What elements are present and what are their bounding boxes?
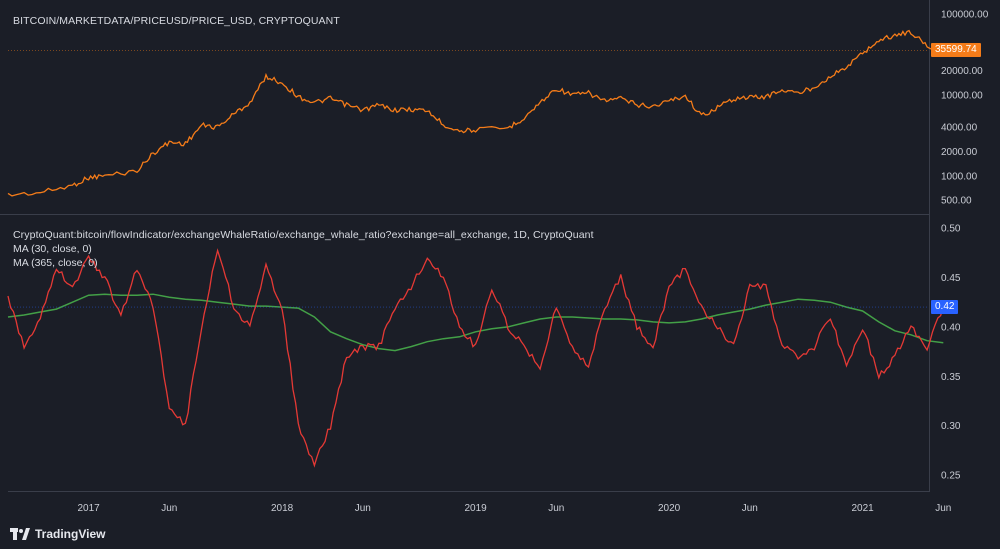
whale-tick-label: 0.45 xyxy=(941,273,961,284)
legend-ma365[interactable]: MA (365, close, 0) xyxy=(13,257,98,269)
whale-pane-title: CryptoQuant:bitcoin/flowIndicator/exchan… xyxy=(13,229,594,241)
time-tick-label: Jun xyxy=(161,503,177,514)
ma30-line[interactable] xyxy=(7,248,944,468)
tradingview-logo-icon xyxy=(10,528,30,540)
price-tick-label: 10000.00 xyxy=(941,90,983,101)
time-tick-label: Jun xyxy=(548,503,564,514)
price-axis[interactable]: 500.00 1000.00 2000.00 4000.00 10000.00 20000… xyxy=(941,10,989,207)
ma30-series[interactable] xyxy=(7,248,944,468)
whale-tick-label: 0.30 xyxy=(941,421,961,432)
price-pane-title: BITCOIN/MARKETDATA/PRICEUSD/PRICE_USD, C… xyxy=(13,15,340,27)
whale-tick-label: 0.35 xyxy=(941,372,961,383)
ma365-series[interactable] xyxy=(7,293,944,352)
price-tick-label: 4000.00 xyxy=(941,123,978,134)
tradingview-logo-text: TradingView xyxy=(35,527,106,541)
whale-last-value-tag: 0.42 xyxy=(931,300,959,315)
time-tick-label: 2018 xyxy=(271,503,294,514)
time-tick-label: 2021 xyxy=(852,503,875,514)
whale-tick-label: 0.25 xyxy=(941,471,961,482)
whale-tick-label: 0.50 xyxy=(941,224,961,235)
time-tick-label: 2019 xyxy=(465,503,488,514)
time-tick-label: Jun xyxy=(935,503,951,514)
tradingview-logo[interactable]: TradingView xyxy=(10,525,105,543)
price-last-value-tag: 35599.74 xyxy=(931,43,981,58)
whale-axis[interactable]: 0.25 0.30 0.35 0.40 0.45 0.50 xyxy=(941,224,961,482)
price-tick-label: 500.00 xyxy=(941,196,972,207)
price-line[interactable] xyxy=(7,29,944,197)
ma365-line[interactable] xyxy=(7,293,944,352)
whale-tick-label: 0.40 xyxy=(941,322,961,333)
price-tick-label: 1000.00 xyxy=(941,171,978,182)
time-tick-label: 2020 xyxy=(658,503,681,514)
time-tick-label: 2017 xyxy=(78,503,101,514)
time-axis[interactable]: 2017 Jun 2018 Jun 2019 Jun 2020 Jun 2021 Jun xyxy=(78,503,952,514)
time-tick-label: Jun xyxy=(742,503,758,514)
price-tick-label: 20000.00 xyxy=(941,66,983,77)
price-tick-label: 2000.00 xyxy=(941,147,978,158)
price-tick-label: 100000.00 xyxy=(941,10,989,21)
time-tick-label: Jun xyxy=(355,503,371,514)
price-series[interactable] xyxy=(7,29,944,197)
legend-ma30[interactable]: MA (30, close, 0) xyxy=(13,243,92,255)
